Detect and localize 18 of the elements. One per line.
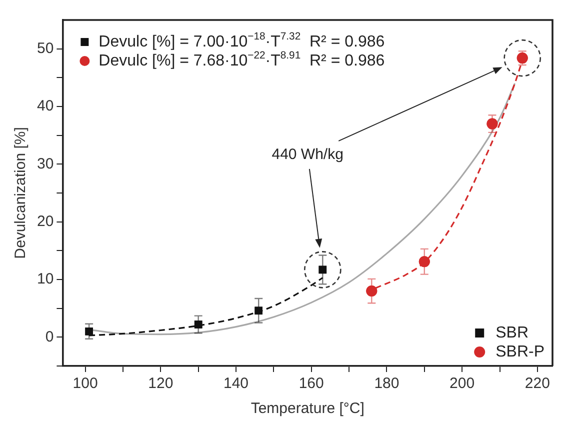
y-tick-label: 40 <box>36 98 54 115</box>
x-tick-label: 160 <box>298 375 324 392</box>
x-tick-label: 140 <box>223 375 249 392</box>
y-tick-label: 10 <box>36 270 54 288</box>
x-tick-label: 200 <box>450 375 475 392</box>
x-tick-label: 220 <box>524 375 550 392</box>
y-axis-title: Devulcanization [%] <box>12 127 30 259</box>
y-tick-label: 0 <box>45 328 54 346</box>
x-tick-label: 100 <box>72 375 98 392</box>
x-tick-label: 180 <box>374 375 400 392</box>
y-tick-label: 50 <box>36 40 54 57</box>
annotation: 440 Wh/kg <box>272 146 344 164</box>
legend-label: SBR-P <box>496 343 545 360</box>
legend-label: SBR <box>496 324 529 342</box>
y-tick-label: 30 <box>36 155 54 172</box>
x-tick-label: 120 <box>148 375 174 392</box>
y-tick-label: 20 <box>36 212 54 230</box>
x-axis-title: Temperature [°C] <box>250 400 364 418</box>
